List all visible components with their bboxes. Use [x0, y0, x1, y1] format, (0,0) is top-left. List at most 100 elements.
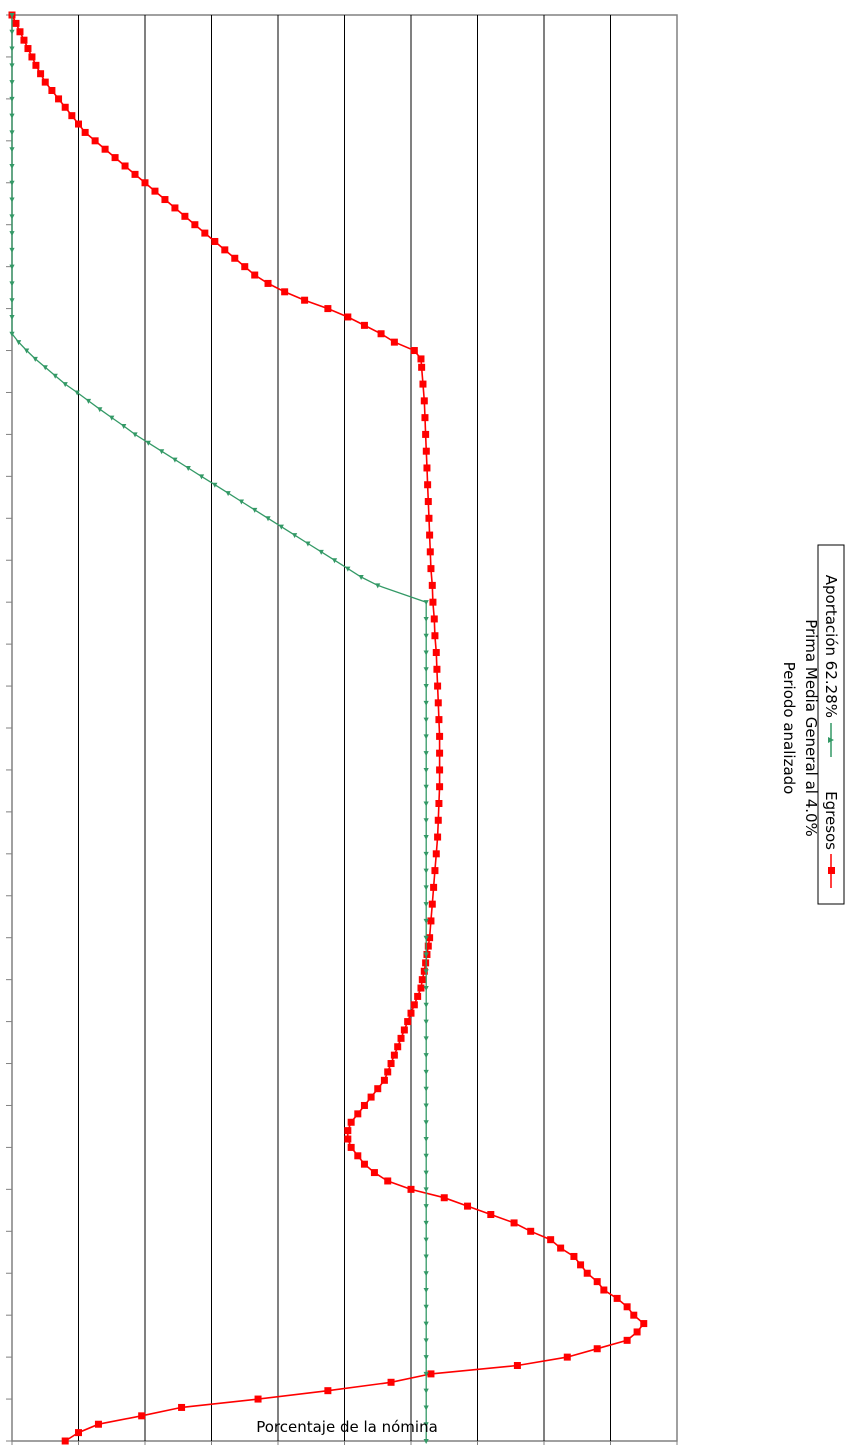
x-tick-label: 2028 [0, 1338, 1, 1376]
data-point [432, 850, 440, 858]
data-point [423, 1355, 429, 1361]
data-point [292, 533, 298, 539]
data-point [225, 491, 231, 497]
data-point [9, 46, 15, 52]
x-tick-label: 2188 [0, 0, 1, 34]
data-point [434, 682, 442, 690]
data-point [577, 1261, 585, 1269]
data-point [9, 214, 15, 220]
data-point [390, 338, 398, 346]
data-point [423, 868, 429, 874]
data-point [171, 204, 179, 212]
data-point [423, 751, 429, 757]
data-point [423, 1237, 429, 1243]
data-point [324, 305, 332, 313]
data-point [417, 355, 425, 363]
data-point [101, 145, 109, 153]
data-point [131, 170, 139, 178]
data-point [42, 365, 48, 371]
data-point [238, 499, 245, 505]
data-point [52, 373, 58, 379]
data-point [431, 632, 439, 640]
data-point [423, 1288, 429, 1294]
data-point [423, 1170, 429, 1176]
data-point [16, 340, 22, 346]
data-point [427, 917, 435, 925]
data-point [9, 264, 15, 270]
data-point [640, 1320, 648, 1328]
data-point [370, 1169, 378, 1177]
x-tick-label: 2038 [0, 1254, 1, 1292]
data-point [434, 699, 442, 707]
data-point [423, 1220, 429, 1226]
data-point [422, 430, 430, 438]
data-point [191, 221, 199, 229]
data-point [436, 749, 444, 757]
data-point [159, 449, 165, 455]
data-point [464, 1202, 472, 1210]
data-point [172, 457, 178, 463]
data-point [9, 331, 15, 337]
data-point [178, 1403, 186, 1411]
data-point [231, 254, 239, 262]
data-point [421, 414, 429, 422]
legend-label-egresos: Egresos [822, 791, 840, 850]
data-point [423, 600, 429, 606]
data-point [423, 1002, 429, 1008]
data-point [151, 187, 159, 195]
data-point [265, 516, 271, 522]
data-point [557, 1244, 565, 1252]
data-point [423, 986, 429, 992]
data-point [384, 1177, 392, 1185]
data-point [9, 247, 15, 253]
data-point [48, 86, 56, 94]
data-point [111, 154, 119, 162]
series-1 [9, 13, 429, 1444]
data-point [9, 298, 15, 304]
x-axis-title: Periodo analizado [780, 662, 798, 795]
data-point [600, 1286, 608, 1294]
data-point [547, 1236, 555, 1244]
data-point [138, 1412, 146, 1420]
legend: Egresos Aportación 62.28% [817, 544, 845, 905]
data-point [423, 633, 429, 639]
data-point [121, 424, 127, 430]
data-point [198, 474, 205, 480]
data-point [423, 1069, 429, 1075]
data-point [81, 128, 89, 136]
data-point [487, 1211, 495, 1219]
data-point [75, 1429, 82, 1437]
data-point [433, 665, 441, 673]
data-point [410, 1001, 418, 1009]
data-point [400, 1026, 408, 1034]
data-point [426, 531, 434, 539]
data-point [161, 196, 169, 204]
data-point [422, 447, 430, 455]
data-point [417, 984, 425, 992]
data-point [9, 63, 15, 69]
data-point [344, 313, 352, 321]
data-point [212, 482, 218, 488]
x-tick-label: 2088 [0, 835, 1, 873]
data-point [423, 1187, 429, 1193]
data-point [407, 1009, 415, 1017]
data-point [423, 1321, 429, 1327]
data-point [435, 716, 443, 724]
data-point [423, 1153, 429, 1159]
data-point [414, 992, 422, 1000]
data-point [20, 36, 28, 44]
data-point [423, 1338, 429, 1344]
data-point [345, 566, 351, 572]
data-point [221, 246, 229, 254]
data-point [360, 321, 368, 329]
data-point [436, 766, 444, 774]
data-point [24, 45, 32, 53]
data-point [623, 1303, 631, 1311]
data-point [423, 1137, 429, 1143]
data-point [301, 296, 309, 304]
data-point [423, 717, 429, 723]
data-point [380, 1076, 388, 1084]
data-point [513, 1362, 521, 1370]
data-point [384, 1068, 392, 1076]
data-point [423, 969, 429, 975]
